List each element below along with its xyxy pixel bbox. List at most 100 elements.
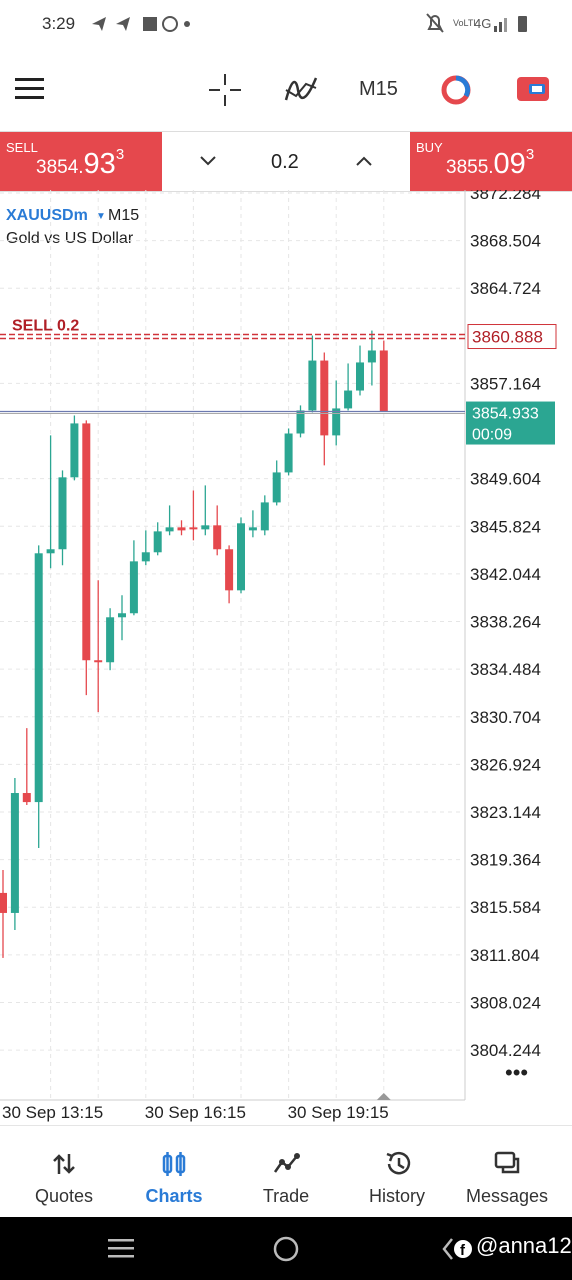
volume[interactable]: 0.2 [271, 151, 299, 173]
order-label: SELL 0.2 [12, 318, 79, 335]
svg-text:f: f [460, 1242, 466, 1259]
volume-down[interactable] [198, 154, 218, 168]
volume-up[interactable] [354, 154, 374, 168]
nav-icon [386, 1151, 411, 1175]
notification-icons [92, 16, 190, 32]
price-big: 09 [493, 148, 526, 180]
nav-label: Trade [262, 1186, 310, 1206]
network-type: 4G [474, 16, 492, 31]
x-tick-label: 30 Sep 16:15 [145, 1103, 246, 1122]
indicators-button[interactable] [284, 74, 318, 106]
clock: 3:29 [42, 14, 76, 33]
candle-body [248, 527, 257, 531]
candle-body [165, 527, 174, 532]
timeframe-button[interactable]: M15 [359, 78, 398, 100]
candle-body [296, 410, 305, 434]
chart: XAUUSDm ▼ M15 Gold vs US Dollar 3872.284… [0, 190, 557, 1122]
x-tick-label: 30 Sep 19:15 [288, 1103, 389, 1122]
order-price: 3860.888 [472, 328, 543, 347]
y-tick-label: 3823.144 [470, 803, 541, 822]
candle-body [58, 477, 67, 550]
trade-row: SELL 3854.933 0.2 BUY 3855.093 [0, 131, 572, 192]
candle-body [272, 472, 281, 503]
y-tick-label: 3830.704 [470, 708, 541, 727]
y-tick-label: 3872.284 [470, 190, 541, 203]
candle-body [153, 531, 162, 553]
y-tick-label: 3849.604 [470, 470, 541, 489]
system-nav: f @anna12 [0, 1217, 572, 1280]
candle-body [10, 793, 19, 913]
price-sup: 3 [525, 146, 535, 163]
nav-item[interactable]: Trade [229, 1126, 343, 1218]
buy-button[interactable]: BUY 3855.093 [410, 132, 572, 191]
y-tick-label: 3838.264 [470, 613, 541, 632]
candle-body [201, 525, 210, 530]
candle-body [320, 360, 329, 436]
buy-price: 3855.093 [446, 146, 534, 181]
nav-icon [273, 1153, 300, 1173]
candle-body [237, 523, 245, 591]
x-tick-label: 30 Sep 13:15 [2, 1103, 103, 1122]
candle-body [22, 793, 31, 803]
candle-body [213, 525, 222, 550]
symbol: XAUUSDm [6, 207, 88, 224]
chart-timeframe: M15 [108, 207, 139, 224]
nav-label: Messages [465, 1186, 549, 1206]
toolbar: M15 [0, 48, 572, 130]
candle-body [189, 527, 198, 530]
trade-button[interactable] [516, 76, 550, 104]
current-price: 3854.933 [472, 406, 539, 423]
mute-icon: VoLTE [426, 13, 475, 33]
nav-label: Charts [145, 1186, 203, 1206]
symbol-description: Gold vs US Dollar [6, 230, 134, 247]
y-tick-label: 3808.024 [470, 993, 541, 1012]
menu-button[interactable] [15, 78, 45, 100]
nav-icon [53, 1154, 75, 1174]
bottom-nav: Quotes Charts Trade History Messages [0, 1125, 572, 1218]
objects-button[interactable] [440, 74, 472, 106]
candle-body [94, 660, 103, 663]
order-price-box [467, 324, 557, 350]
home-button[interactable] [272, 1235, 300, 1263]
watermark: @anna12 [476, 1233, 572, 1258]
y-tick-label: 3834.484 [470, 660, 541, 679]
current-price-box [466, 401, 555, 445]
candle-body [308, 360, 317, 411]
price-main: 3854. [36, 157, 84, 178]
candle-body [284, 433, 293, 473]
candle-body [344, 390, 353, 409]
price-sup: 3 [115, 146, 125, 163]
y-tick-label: 3819.364 [470, 851, 541, 870]
sell-price: 3854.933 [36, 146, 124, 181]
y-tick-label: 3845.824 [470, 517, 541, 536]
svg-text:VoLTE: VoLTE [453, 18, 475, 28]
crosshair-button[interactable] [209, 74, 241, 106]
sell-button[interactable]: SELL 3854.933 [0, 132, 162, 191]
symbol-dropdown[interactable]: ▼ [96, 211, 106, 222]
candle-body [141, 552, 150, 562]
candle-body [332, 408, 341, 436]
y-tick-label: 3811.804 [470, 946, 540, 965]
nav-icon [162, 1152, 186, 1176]
nav-item[interactable]: Charts [117, 1126, 231, 1218]
price-main: 3855. [446, 157, 494, 178]
y-tick-label: 3857.164 [470, 374, 541, 393]
back-button[interactable]: f [440, 1235, 474, 1263]
y-tick-label: 3864.724 [470, 279, 541, 298]
candle-body [70, 423, 79, 478]
candle-body [118, 613, 126, 618]
nav-item[interactable]: Messages [450, 1126, 564, 1218]
sell-label: SELL [6, 140, 38, 155]
y-tick-label: 3815.584 [470, 898, 541, 917]
scroll-marker [376, 1093, 391, 1100]
buy-label: BUY [416, 140, 443, 155]
candle-body [356, 362, 364, 391]
more-button: ••• [505, 1060, 528, 1085]
nav-item[interactable]: History [340, 1126, 454, 1218]
candle-body [177, 527, 186, 531]
price-big: 93 [83, 148, 116, 180]
candle-body [379, 350, 388, 412]
nav-item[interactable]: Quotes [7, 1126, 121, 1218]
recents-button[interactable] [108, 1237, 136, 1259]
